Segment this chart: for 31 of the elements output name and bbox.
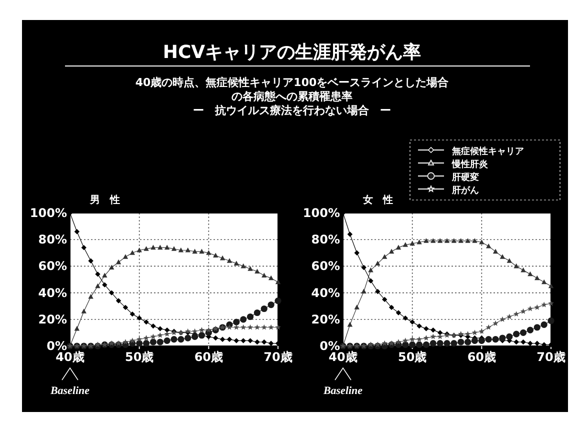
text: HCVキャリアの生涯肝発がん率	[162, 42, 422, 63]
y-tick-label: 60%	[38, 259, 67, 274]
x-tick-label: 40歳	[56, 350, 84, 364]
y-tick-label: 20%	[38, 312, 67, 326]
y-tick-label: 40%	[38, 286, 67, 300]
x-tick-label: 70歳	[264, 350, 292, 364]
text: Baseline	[322, 385, 363, 397]
legend-label: 肝硬変	[451, 172, 479, 183]
x-tick-label: 50歳	[398, 350, 427, 364]
y-tick-label: 100%	[30, 206, 67, 220]
legend-label: 慢性肝炎	[451, 159, 489, 170]
y-tick-label: 0%	[46, 339, 67, 353]
y-tick-label: 20%	[311, 312, 340, 326]
y-tick-label: 40%	[311, 286, 340, 300]
y-tick-label: 80%	[38, 232, 67, 247]
text: 40歳の時点、無症候性キャリア100をベースラインとした場合の各病態への累積罹患率	[135, 76, 450, 103]
y-tick-label: 60%	[311, 259, 340, 274]
text: ー 抗ウイルス療法を行わない場合 ー	[193, 104, 391, 117]
y-tick-label: 100%	[302, 206, 340, 220]
chart-title: 男 性	[89, 194, 120, 206]
text: Baseline	[49, 385, 90, 397]
y-tick-label: 0%	[320, 339, 340, 353]
x-tick-label: 50歳	[124, 350, 154, 364]
x-tick-label: 60歳	[194, 350, 224, 364]
x-tick-label: 70歳	[536, 350, 566, 364]
y-tick-label: 80%	[311, 232, 340, 247]
x-tick-label: 40歳	[328, 350, 358, 364]
legend-label: 無症候性キャリア	[451, 146, 524, 157]
legend-label: 肝がん	[451, 185, 479, 196]
x-tick-label: 60歳	[467, 350, 496, 364]
chart-title: 女 性	[362, 194, 393, 206]
